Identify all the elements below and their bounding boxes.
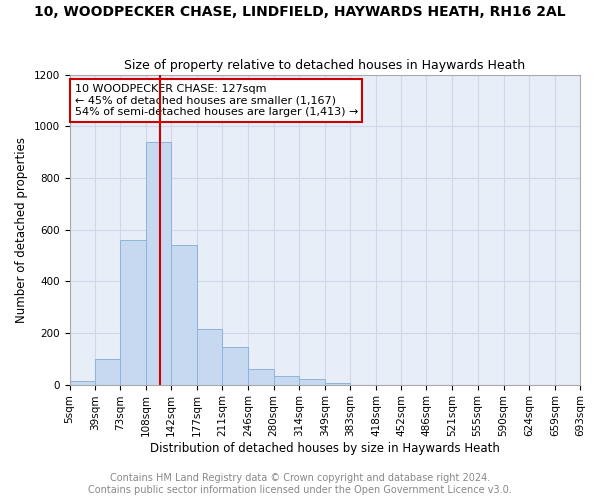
Bar	[120, 240, 146, 384]
Text: 10, WOODPECKER CHASE, LINDFIELD, HAYWARDS HEATH, RH16 2AL: 10, WOODPECKER CHASE, LINDFIELD, HAYWARD…	[34, 5, 566, 19]
Bar	[197, 329, 223, 384]
Bar	[70, 380, 95, 384]
Bar	[171, 245, 197, 384]
Title: Size of property relative to detached houses in Haywards Heath: Size of property relative to detached ho…	[124, 59, 526, 72]
X-axis label: Distribution of detached houses by size in Haywards Heath: Distribution of detached houses by size …	[150, 442, 500, 455]
Bar	[95, 359, 120, 384]
Y-axis label: Number of detached properties: Number of detached properties	[15, 136, 28, 322]
Bar	[248, 369, 274, 384]
Bar	[146, 142, 171, 384]
Text: Contains HM Land Registry data © Crown copyright and database right 2024.
Contai: Contains HM Land Registry data © Crown c…	[88, 474, 512, 495]
Bar	[223, 347, 248, 385]
Bar	[299, 380, 325, 384]
Text: 10 WOODPECKER CHASE: 127sqm
← 45% of detached houses are smaller (1,167)
54% of : 10 WOODPECKER CHASE: 127sqm ← 45% of det…	[74, 84, 358, 117]
Bar	[274, 376, 299, 384]
